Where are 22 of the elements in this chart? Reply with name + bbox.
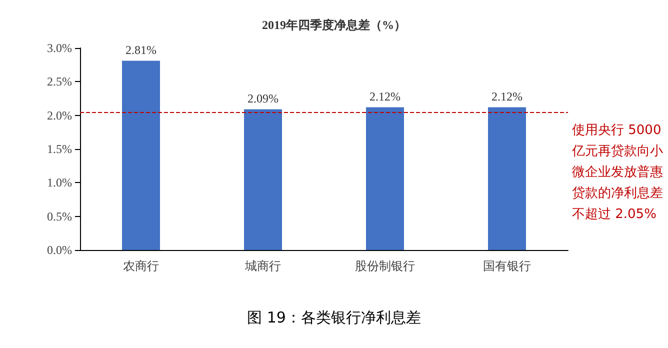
y-tick-label: 2.0% — [47, 108, 72, 122]
x-tick-label: 股份制银行 — [355, 259, 415, 273]
caption: 图 19：各类银行净利息差 — [247, 308, 421, 326]
data-label: 2.12% — [370, 89, 400, 104]
data-label: 2.81% — [126, 42, 156, 57]
data-label: 2.12% — [492, 89, 522, 104]
y-tick-label: 1.0% — [47, 176, 72, 190]
bar — [122, 60, 160, 250]
y-tick-label: 3.0% — [47, 41, 72, 55]
y-tick-label: 0.0% — [47, 243, 72, 257]
x-tick-label: 国有银行 — [483, 259, 531, 273]
x-tick-label: 农商行 — [123, 259, 159, 273]
x-tick-label: 城商行 — [244, 259, 281, 273]
data-label: 2.09% — [248, 91, 278, 106]
bar — [244, 109, 282, 250]
ref-line-label: 使用央行 5000 亿元再贷款向小微企业发放普惠贷款的净利息差不超过 2.05% — [571, 122, 666, 222]
y-tick-label: 1.5% — [47, 142, 72, 156]
bar — [366, 107, 404, 250]
y-tick-label: 2.5% — [47, 74, 72, 89]
chart-title: 2019年四季度净息差（%） — [262, 18, 406, 32]
bar — [488, 107, 526, 250]
y-tick-label: 0.5% — [47, 209, 72, 224]
